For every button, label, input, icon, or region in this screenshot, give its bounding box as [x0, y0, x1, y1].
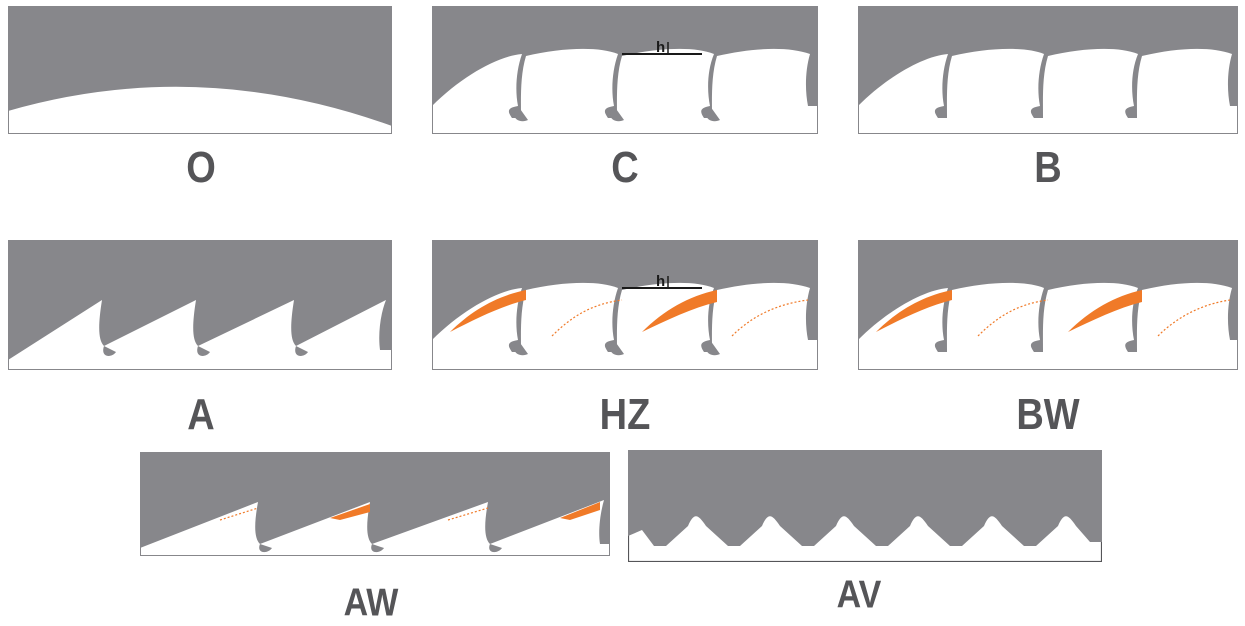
label-a: A — [187, 390, 215, 440]
profile-hz-panel: h — [432, 240, 818, 370]
profile-bw-panel — [858, 240, 1238, 370]
blade-body — [432, 240, 818, 352]
tip-outline — [551, 299, 623, 337]
profile-b-panel — [858, 6, 1238, 134]
label-av: AV — [836, 573, 882, 617]
blade-body — [8, 240, 392, 360]
tip-outline — [447, 507, 489, 521]
tip-outline — [977, 299, 1049, 337]
carbide-tip — [876, 290, 952, 332]
label-o: O — [186, 143, 216, 193]
blade-body — [8, 6, 392, 126]
blade-body — [628, 450, 1102, 546]
tooth-gullet — [259, 544, 502, 553]
carbide-tip — [560, 502, 600, 520]
profile-a-panel — [8, 240, 392, 370]
label-bw: BW — [1016, 390, 1080, 440]
dimension-label: h — [656, 273, 665, 290]
profile-c-panel: h — [432, 6, 818, 134]
tooth-gullet — [514, 106, 720, 122]
profile-av-panel — [628, 450, 1102, 562]
blade-body — [858, 240, 1238, 352]
profile-o-panel — [8, 6, 392, 134]
carbide-tip — [330, 504, 370, 520]
label-c: C — [611, 143, 639, 193]
tooth-gullet — [514, 340, 720, 356]
tip-outline — [1157, 299, 1231, 337]
label-b: B — [1034, 143, 1062, 193]
label-hz: HZ — [599, 390, 651, 440]
carbide-tip — [1068, 290, 1142, 332]
blade-body — [858, 6, 1238, 118]
tooth-gullet — [103, 346, 308, 356]
profile-aw-panel — [140, 452, 610, 556]
dimension-label: h — [656, 39, 665, 56]
label-aw: AW — [343, 581, 399, 625]
blade-body — [140, 452, 610, 548]
tip-outline — [219, 507, 259, 521]
tip-outline — [731, 299, 809, 337]
carbide-tip — [642, 290, 717, 332]
carbide-tip — [450, 290, 526, 332]
blade-body — [432, 6, 818, 118]
